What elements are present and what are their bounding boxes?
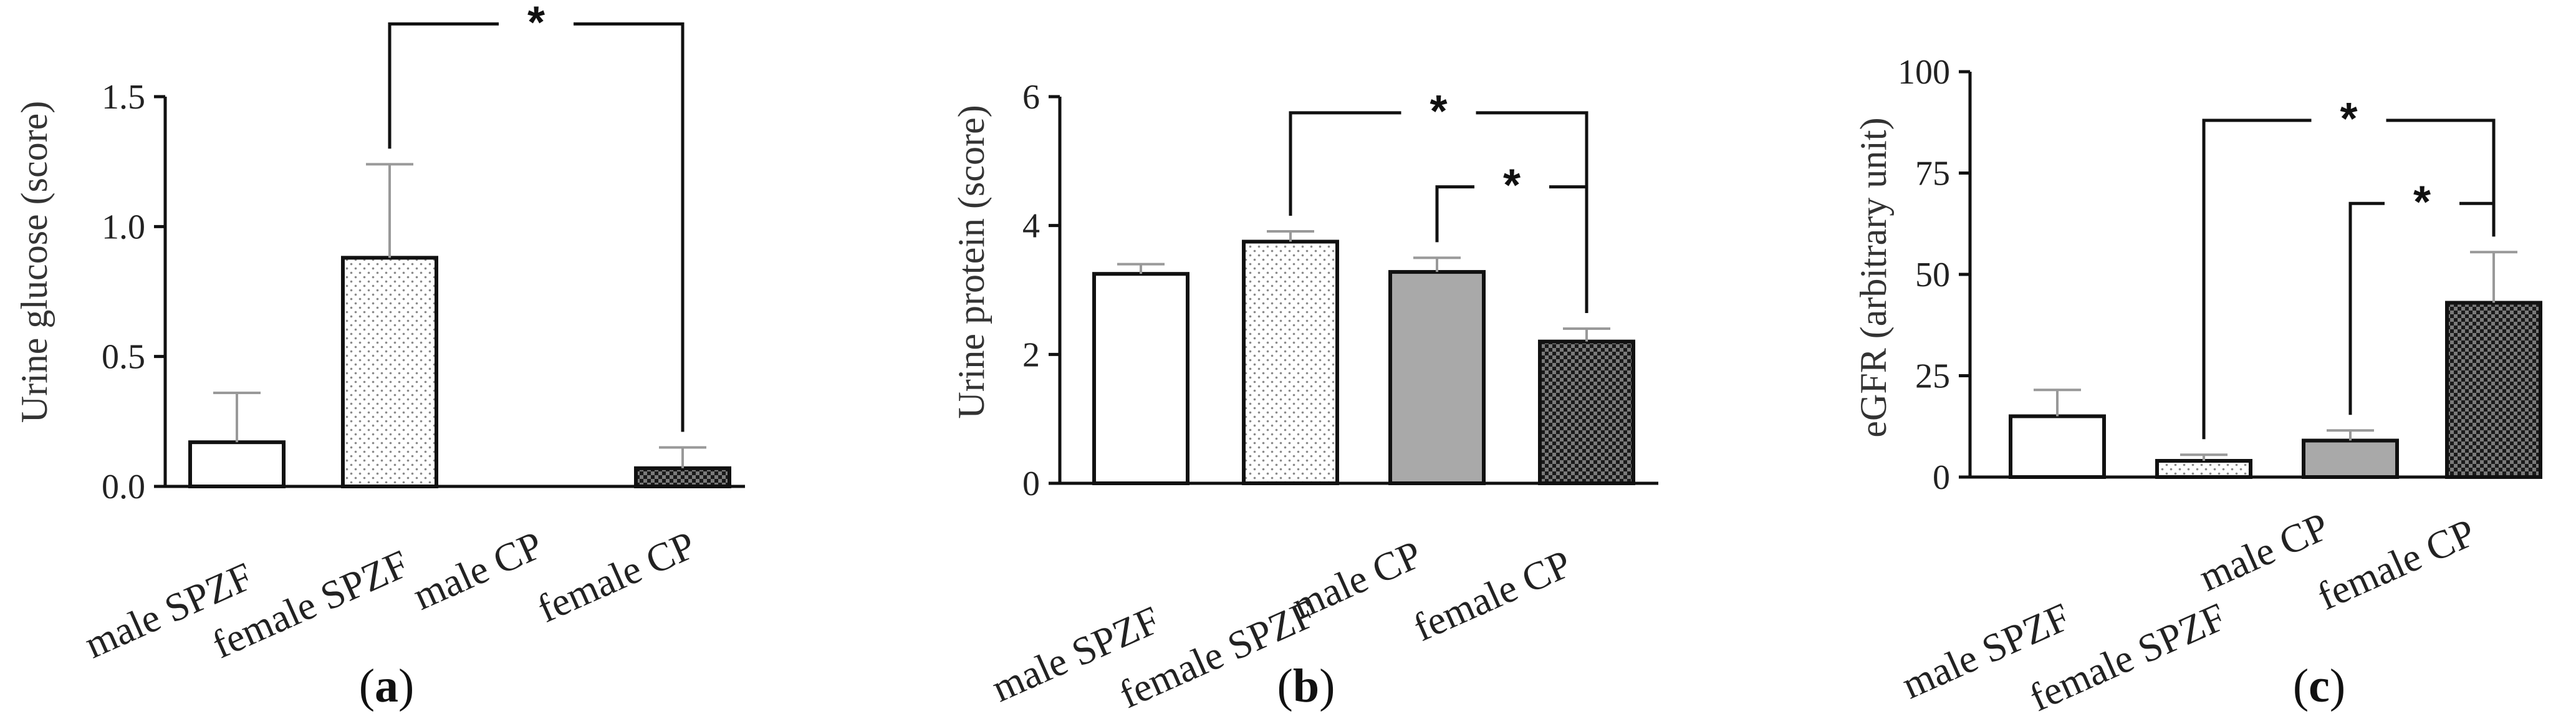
bracket-left: [1435, 185, 1474, 243]
bracket-right: [574, 22, 685, 432]
panel-a-ytick-label: 1.0: [102, 208, 145, 246]
panel-c-bar: [2445, 301, 2542, 479]
significance-star: *: [2340, 94, 2357, 144]
panel-c-ytick-label: 100: [1898, 53, 1950, 92]
panel-b-error-bar: [1117, 263, 1165, 274]
panel-a-bars: [188, 256, 731, 489]
panel-c-error-bar: [2470, 251, 2517, 303]
bracket-left: [2348, 201, 2385, 415]
panel-a-ytick-label: 0.5: [102, 338, 145, 377]
panel-b-ytick-label: 6: [1022, 78, 1040, 117]
panel-c-category-labels: male SPZF female SPZF male CP female CP: [1895, 504, 2481, 720]
panel-c-significance-bracket: *: [2202, 94, 2496, 440]
panel-b-category-label: female CP: [1407, 541, 1578, 650]
significance-star: *: [2413, 177, 2431, 227]
panel-c-bar: [2155, 459, 2252, 479]
panel-b-y-axis-title: Urine protein (score): [951, 105, 992, 418]
panel-c-bars: [2009, 301, 2542, 479]
panel-b-letter: b: [1293, 660, 1319, 712]
panel-c-y-axis-title: eGFR (arbitrary unit): [1853, 117, 1894, 437]
panel-b-ytick-labels: 0 2 4 6: [1022, 78, 1040, 503]
panel-b-error-bars: [1117, 229, 1610, 342]
panel-b-significance-bracket: *: [1435, 161, 1588, 313]
panel-c-ytick-label: 25: [1915, 357, 1950, 396]
panel-b-ytick-label: 2: [1022, 335, 1040, 374]
panel-b-bars: [1092, 239, 1635, 486]
panel-c-significance-bracket: *: [2348, 177, 2496, 415]
panel-b-category-label: male CP: [1286, 532, 1428, 628]
panel-c-error-bar: [2180, 453, 2228, 461]
panel-a-label: (a): [359, 660, 415, 712]
panel-c-ytick-label: 75: [1915, 155, 1950, 193]
panel-a-error-bar: [366, 163, 413, 258]
panel-a-error-bar: [659, 446, 706, 468]
panel-b-bar: [1242, 239, 1339, 485]
significance-star: *: [1430, 87, 1447, 137]
panel-b-bar: [1538, 339, 1635, 486]
panel-b-ytick-label: 4: [1022, 207, 1040, 246]
bracket-left: [1289, 111, 1401, 216]
panel-c-significance: **: [2202, 94, 2496, 440]
bracket-right: [2459, 201, 2496, 237]
panel-b: 0 2 4 6 ** male SPZF female SPZF male CP…: [951, 78, 1658, 717]
panel-a-bar: [634, 466, 731, 488]
panel-a-letter: a: [375, 660, 398, 712]
panel-b-bar: [1388, 270, 1486, 485]
panel-a-error-bar: [213, 392, 261, 443]
panel-c-ytick-label: 0: [1933, 458, 1950, 497]
panel-c-ytick-label: 50: [1915, 256, 1950, 294]
bracket-right: [1476, 111, 1588, 313]
panel-a-significance-bracket: *: [388, 0, 685, 432]
panel-c-error-bar: [2327, 429, 2374, 441]
bracket-left: [388, 22, 499, 149]
panel-a: 0.0 0.5 1.0 1.5 * male SPZF female SPZF …: [14, 0, 745, 712]
panel-c-label: (c): [2293, 660, 2345, 712]
panel-a-error-bars: [213, 163, 706, 468]
panel-b-significance: **: [1289, 87, 1588, 313]
bracket-left: [2202, 118, 2312, 440]
panel-a-category-labels: male SPZF female SPZF male CP female CP: [78, 523, 701, 667]
panel-b-ytick-label: 0: [1022, 465, 1040, 503]
panel-c-y-ticks: [1959, 70, 1970, 479]
panel-b-label: (b): [1277, 660, 1335, 712]
panel-a-ytick-label: 1.5: [102, 78, 145, 117]
panel-a-y-ticks: [154, 95, 165, 488]
panel-c-error-bar: [2034, 389, 2081, 417]
bracket-right: [1549, 185, 1588, 313]
significance-star: *: [1503, 161, 1521, 211]
panel-a-ytick-labels: 0.0 0.5 1.0 1.5: [102, 78, 145, 506]
bracket-right: [2386, 118, 2496, 237]
panel-c-letter: c: [2309, 660, 2330, 712]
panel-a-bar: [188, 440, 286, 489]
panel-b-y-ticks: [1049, 95, 1060, 485]
panel-c-category-label: female CP: [2311, 510, 2482, 619]
panel-a-significance: *: [388, 0, 685, 432]
panel-b-error-bar: [1563, 327, 1610, 342]
panel-a-y-axis-title: Urine glucose (score): [14, 101, 55, 423]
panel-b-error-bar: [1267, 229, 1314, 242]
panel-c: 0 25 50 75 100 ** male SPZF female SPZF …: [1853, 53, 2542, 720]
panel-b-error-bar: [1413, 256, 1461, 273]
panel-a-category-label: male CP: [406, 523, 549, 619]
panel-c-ytick-labels: 0 25 50 75 100: [1898, 53, 1950, 497]
panel-c-bar: [2302, 438, 2399, 479]
panel-c-bar: [2009, 414, 2106, 479]
significance-star: *: [527, 0, 545, 47]
panel-a-category-label: female CP: [531, 523, 702, 631]
panel-a-bar: [341, 256, 438, 488]
panel-a-ytick-label: 0.0: [102, 468, 145, 506]
panel-c-error-bars: [2034, 251, 2517, 461]
panel-b-bar: [1092, 272, 1189, 485]
